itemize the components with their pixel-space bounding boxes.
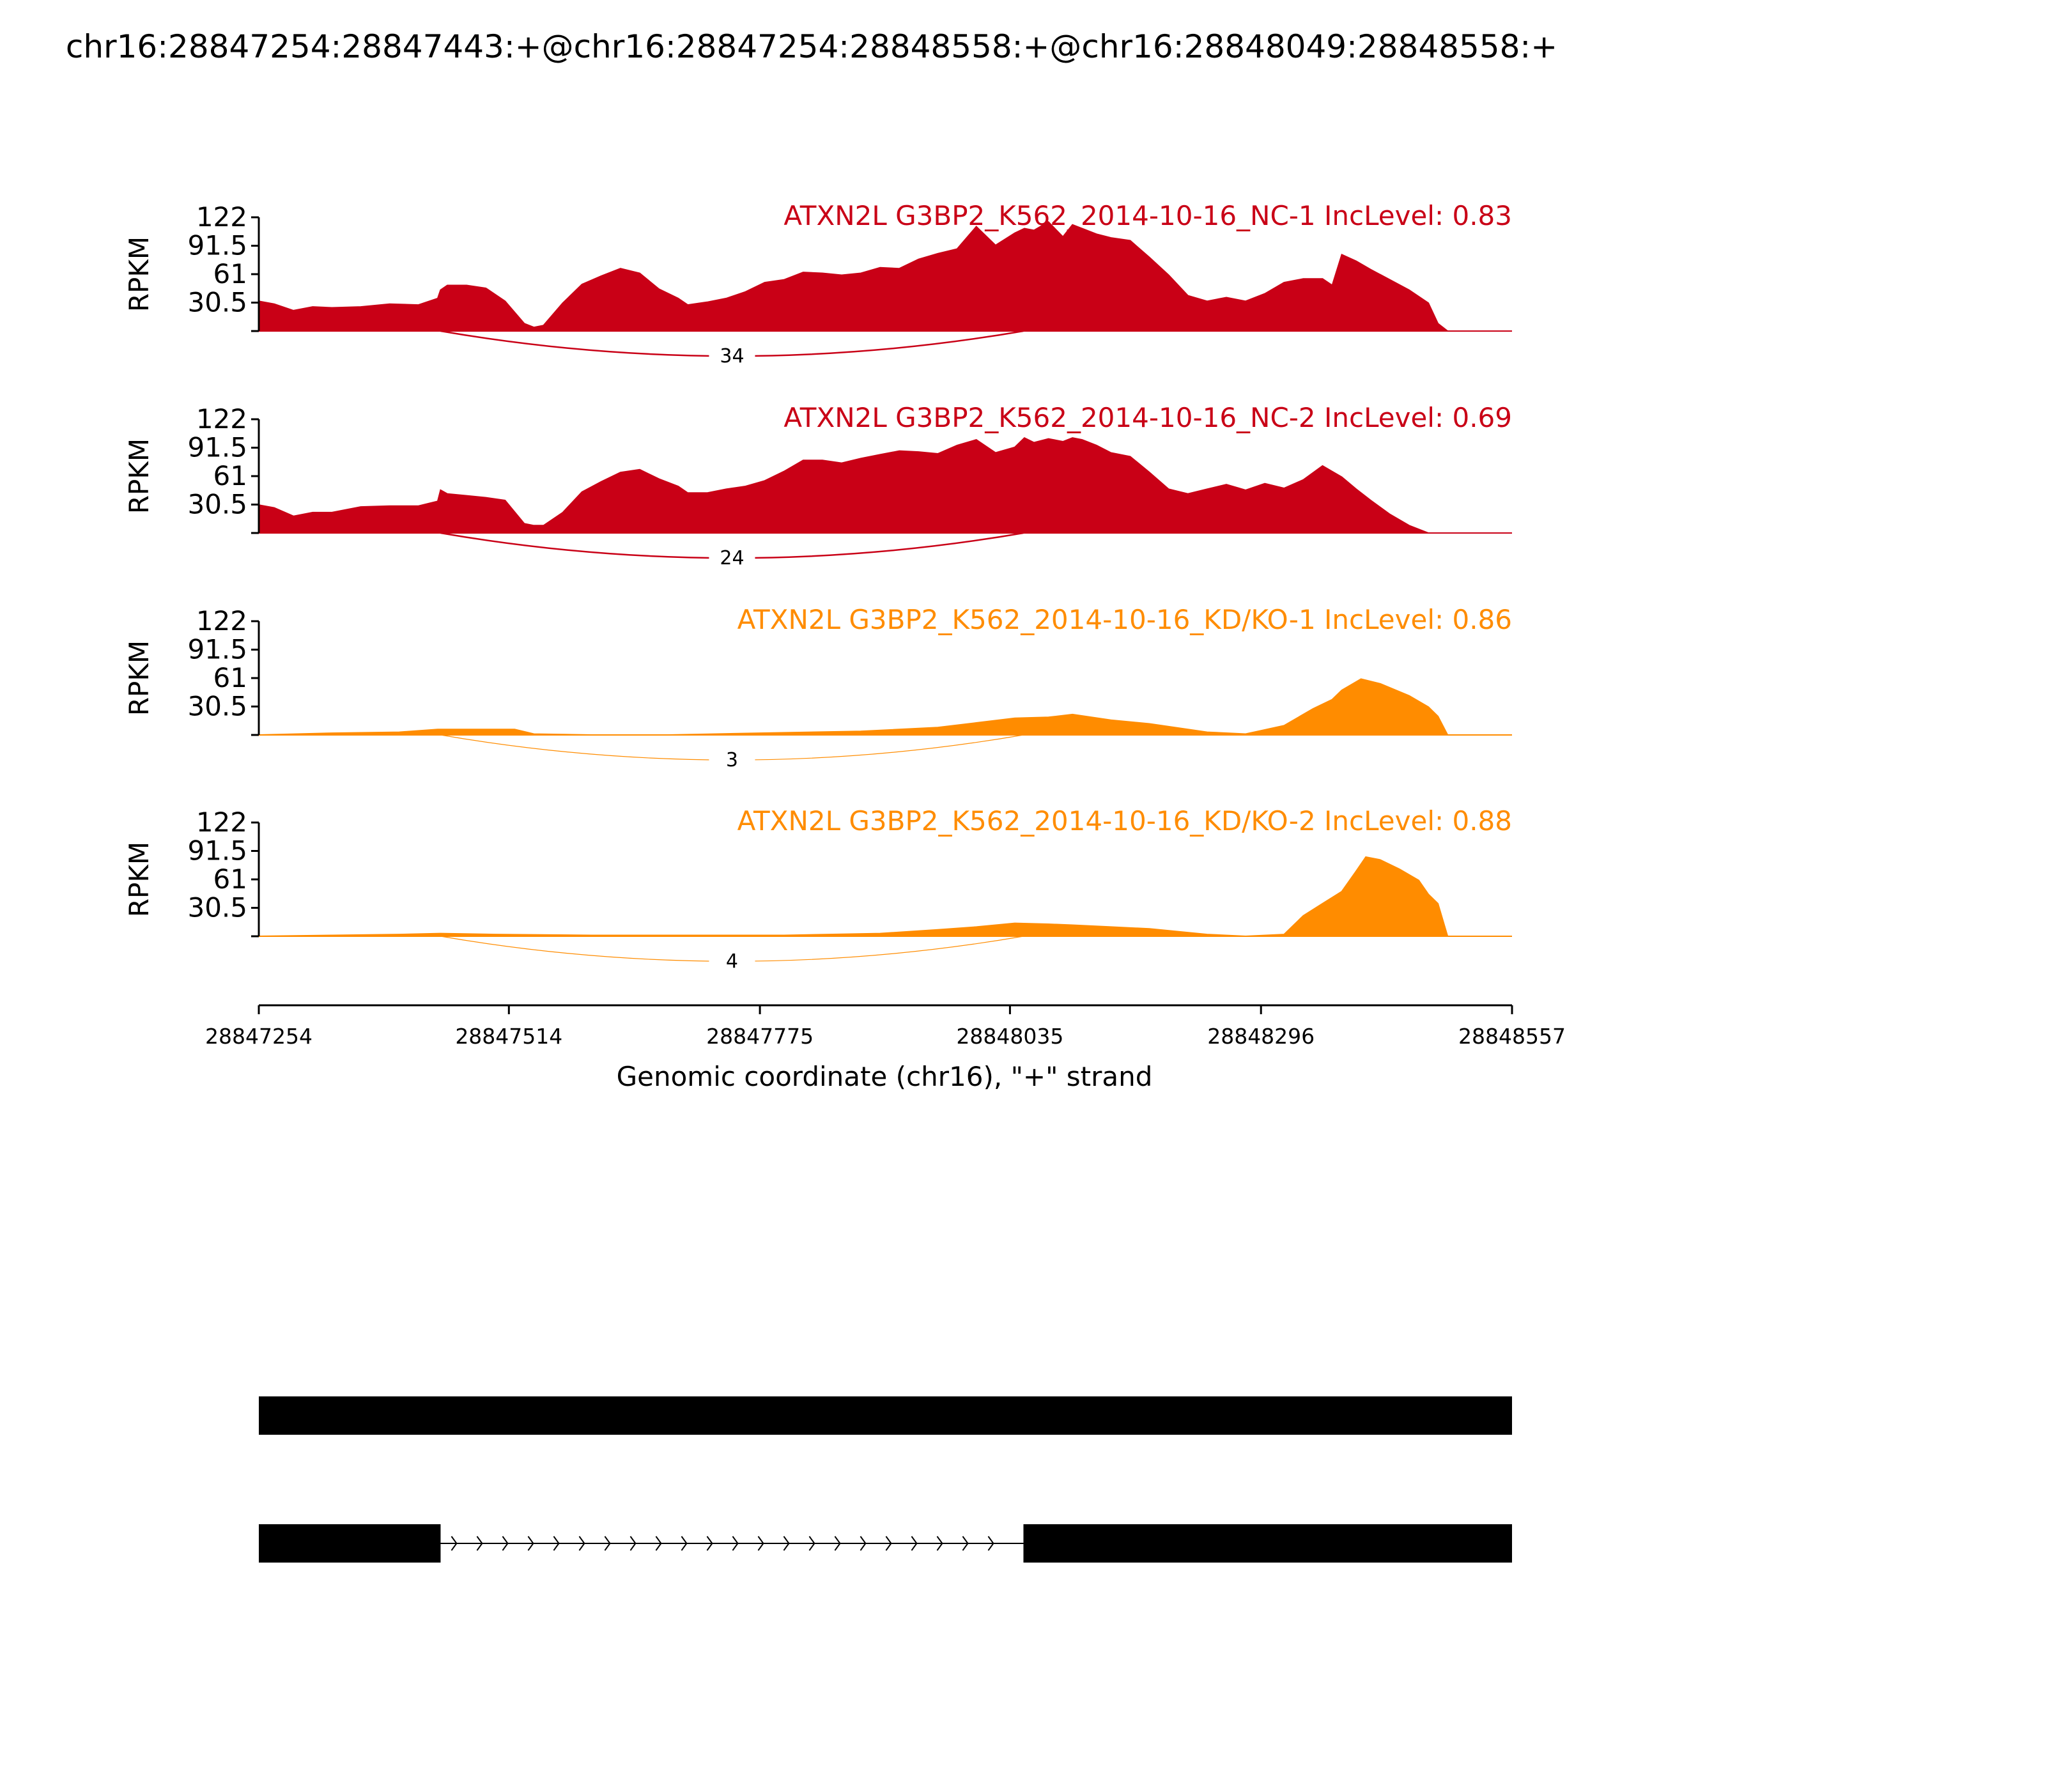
strand-chevron — [987, 1536, 994, 1551]
coverage-area — [258, 856, 1512, 938]
y-tick-label: 61 — [213, 460, 247, 491]
gene-model — [259, 1396, 1512, 1435]
x-tick-label: 28848296 — [1207, 1024, 1315, 1049]
x-axis: 28847254 28847514 28847775 28848035 28848296… — [205, 1004, 1566, 1049]
y-tick-label: 30.5 — [187, 892, 247, 923]
strand-chevron — [808, 1536, 815, 1551]
junction-label-bg — [709, 747, 755, 773]
series-label: ATXN2L G3BP2_K562_2014-10-16_KD/KO-2 Inc… — [737, 805, 1512, 837]
series-label: ATXN2L G3BP2_K562_2014-10-16_KD/KO-1 Inc… — [737, 604, 1512, 635]
strand-chevron — [502, 1536, 509, 1551]
strand-chevron — [732, 1536, 739, 1551]
strand-chevron — [629, 1536, 637, 1551]
coverage-area — [258, 436, 1512, 534]
exon-block — [259, 1396, 1512, 1435]
x-tick-label: 28847254 — [205, 1024, 313, 1049]
gene-model — [259, 1524, 1512, 1563]
strand-chevron — [706, 1536, 713, 1551]
strand-chevron — [757, 1536, 764, 1551]
series-label: ATXN2L G3BP2_K562_2014-10-16_NC-1 IncLev… — [783, 200, 1512, 231]
y-tick-label: 61 — [213, 662, 247, 693]
strand-chevron — [860, 1536, 867, 1551]
strand-chevron — [476, 1536, 483, 1551]
x-tick-label: 28847775 — [706, 1024, 814, 1049]
coverage-area — [258, 221, 1512, 332]
strand-chevron — [451, 1536, 458, 1551]
strand-chevron — [834, 1536, 841, 1551]
strand-chevron — [962, 1536, 969, 1551]
x-tick-label: 28848035 — [956, 1024, 1063, 1049]
strand-chevron — [681, 1536, 688, 1551]
y-tick-label: 30.5 — [187, 489, 247, 520]
junction-count: 34 — [720, 345, 744, 367]
strand-chevron — [911, 1536, 918, 1551]
strand-chevron — [578, 1536, 585, 1551]
y-axis-label: RPKM — [123, 438, 155, 514]
junction-label-bg — [709, 545, 755, 571]
strand-chevron — [527, 1536, 534, 1551]
strand-chevron — [885, 1536, 892, 1551]
y-tick-label: 61 — [213, 258, 247, 290]
x-tick-label: 28847514 — [455, 1024, 562, 1049]
junction-label-bg — [709, 343, 755, 369]
y-tick-label: 91.5 — [187, 432, 247, 463]
y-tick-label: 122 — [196, 807, 247, 838]
strand-chevron — [604, 1536, 611, 1551]
exon-block — [1023, 1524, 1512, 1563]
y-tick-label: 91.5 — [187, 835, 247, 867]
y-tick-label: 30.5 — [187, 287, 247, 318]
x-tick-label: 28848557 — [1458, 1024, 1566, 1049]
coverage-area — [258, 678, 1512, 736]
strand-chevron — [936, 1536, 943, 1551]
y-axis-label: RPKM — [123, 842, 155, 917]
y-axis-label: RPKM — [123, 640, 155, 716]
y-axis-label: RPKM — [123, 236, 155, 312]
y-tick-label: 122 — [196, 201, 247, 233]
figure-title: chr16:28847254:28847443:+@chr16:28847254… — [66, 28, 1557, 65]
y-tick-label: 122 — [196, 605, 247, 637]
y-tick-label: 61 — [213, 863, 247, 895]
y-tick-label: 30.5 — [187, 691, 247, 722]
exon-block — [259, 1524, 441, 1563]
junction-count: 3 — [726, 749, 738, 771]
gene-models — [259, 1396, 1512, 1563]
series-label: ATXN2L G3BP2_K562_2014-10-16_NC-2 IncLev… — [783, 402, 1512, 433]
junction-count: 24 — [720, 547, 744, 569]
x-axis-label: Genomic coordinate (chr16), "+" strand — [617, 1061, 1153, 1092]
y-tick-label: 91.5 — [187, 230, 247, 261]
strand-chevron — [553, 1536, 560, 1551]
y-tick-label: 91.5 — [187, 634, 247, 665]
strand-chevron — [783, 1536, 790, 1551]
y-tick-label: 122 — [196, 403, 247, 435]
junction-label-bg — [709, 948, 755, 975]
strand-chevron — [655, 1536, 662, 1551]
junction-count: 4 — [726, 950, 738, 973]
